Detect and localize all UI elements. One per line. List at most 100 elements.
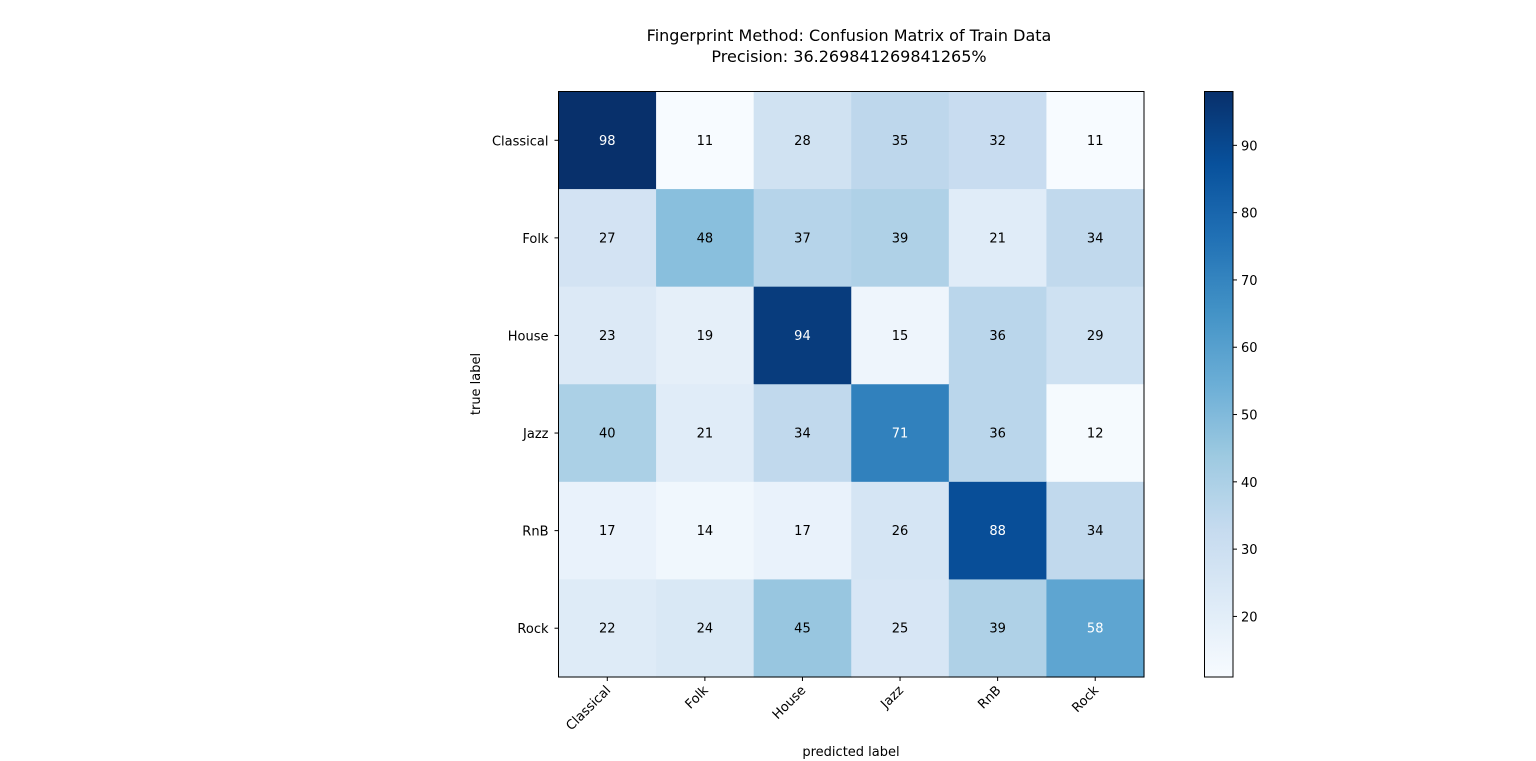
matrix-cell (1046, 384, 1145, 483)
x-tick-label: Folk (683, 683, 712, 712)
colorbar-tick-label: 70 (1241, 274, 1258, 289)
cell-value-label: 34 (794, 427, 811, 442)
cell-value-label: 34 (1087, 524, 1104, 539)
x-tick-label: Classical (564, 683, 615, 734)
cell-value-label: 26 (892, 524, 909, 539)
matrix-cell (1046, 481, 1145, 581)
x-axis-label: predicted label (802, 745, 899, 760)
matrix-cell (753, 481, 852, 581)
matrix-cell (558, 189, 657, 288)
cell-value-label: 24 (697, 622, 714, 637)
matrix-cell (948, 481, 1048, 581)
cell-value-label: 21 (697, 427, 714, 442)
matrix-cell (851, 286, 950, 385)
matrix-cell (948, 384, 1048, 483)
matrix-cell (656, 189, 755, 288)
matrix-cell (753, 91, 852, 190)
matrix-cell (948, 579, 1048, 678)
matrix-cell (753, 579, 852, 678)
cell-value-label: 22 (599, 622, 616, 637)
cell-value-label: 37 (794, 231, 811, 246)
matrix-cell (656, 91, 755, 190)
cell-value-label: 88 (989, 524, 1006, 539)
matrix-cell (948, 91, 1048, 190)
cell-value-label: 48 (697, 231, 714, 246)
matrix-cell (558, 384, 657, 483)
colorbar-gradient (1204, 91, 1234, 678)
cell-value-label: 45 (794, 622, 811, 637)
colorbar-tick-label: 40 (1241, 476, 1258, 491)
matrix-cell (656, 286, 755, 385)
cell-value-label: 17 (599, 524, 616, 539)
cell-value-label: 35 (892, 134, 909, 149)
y-tick-label: Jazz (522, 427, 549, 442)
matrix-cell (851, 481, 950, 581)
matrix-cell (558, 481, 657, 581)
y-tick-label: House (508, 329, 549, 344)
cell-value-label: 12 (1087, 427, 1104, 442)
cell-value-label: 21 (989, 231, 1006, 246)
x-tick-label: House (770, 683, 809, 722)
matrix-cell (851, 189, 950, 288)
cell-value-label: 39 (892, 231, 909, 246)
matrix-cell (656, 579, 755, 678)
cell-value-label: 58 (1087, 622, 1104, 637)
cell-value-label: 34 (1087, 231, 1104, 246)
x-tick-label: Jazz (878, 683, 907, 712)
cell-value-label: 39 (989, 622, 1006, 637)
y-tick-label: Folk (522, 232, 549, 247)
cell-value-label: 15 (892, 329, 909, 344)
matrix-cells (558, 91, 1145, 678)
cell-value-label: 32 (989, 134, 1006, 149)
cell-value-label: 98 (599, 134, 616, 149)
colorbar-tick-label: 60 (1241, 341, 1258, 356)
matrix-cell (558, 286, 657, 385)
matrix-cell (851, 384, 950, 483)
cell-value-label: 40 (599, 427, 616, 442)
matrix-cell (656, 481, 755, 581)
matrix-cell (558, 579, 657, 678)
cell-value-label: 94 (794, 329, 811, 344)
x-tick-label: RnB (975, 683, 1004, 712)
cell-value-label: 71 (892, 427, 909, 442)
cell-value-label: 27 (599, 231, 616, 246)
colorbar-tick-label: 30 (1241, 543, 1258, 558)
matrix-cell (753, 286, 852, 385)
cell-value-label: 11 (697, 134, 714, 149)
cell-value-label: 28 (794, 134, 811, 149)
chart-title: Fingerprint Method: Confusion Matrix of … (647, 26, 1052, 45)
matrix-cell (656, 384, 755, 483)
y-tick-label: Classical (492, 134, 549, 149)
cell-value-label: 29 (1087, 329, 1104, 344)
cell-value-label: 14 (697, 524, 714, 539)
y-axis-ticks: Classical Folk House Jazz RnB Rock (492, 134, 559, 637)
cell-value-label: 19 (697, 329, 714, 344)
matrix-cell (1046, 189, 1145, 288)
plot-frame (558, 91, 1145, 678)
matrix-cell (851, 579, 950, 678)
colorbar-tick-label: 80 (1241, 207, 1258, 222)
x-axis-ticks: Classical Folk House Jazz RnB Rock (564, 677, 1102, 734)
matrix-cell (1046, 286, 1145, 385)
cell-value-label: 25 (892, 622, 909, 637)
cell-value-label: 23 (599, 329, 616, 344)
colorbar-tick-label: 20 (1241, 610, 1258, 625)
matrix-cell (753, 384, 852, 483)
x-tick-label: Rock (1069, 683, 1102, 716)
y-tick-label: RnB (522, 525, 548, 540)
matrix-cell (558, 91, 657, 190)
chart-subtitle: Precision: 36.269841269841265% (711, 47, 986, 66)
y-tick-label: Rock (517, 622, 549, 637)
y-axis-label: true label (469, 353, 484, 415)
matrix-cell (1046, 91, 1145, 190)
matrix-value-labels: 98 11 28 35 32 11 27 48 37 39 21 34 23 19 94 15 36 29 40 21… (599, 134, 1103, 637)
matrix-cell (851, 91, 950, 190)
cell-value-label: 17 (794, 524, 811, 539)
colorbar-tick-label: 90 (1241, 139, 1258, 154)
matrix-cell (948, 189, 1048, 288)
cell-value-label: 11 (1087, 134, 1104, 149)
matrix-cell (1046, 579, 1145, 678)
matrix-cell (753, 189, 852, 288)
cell-value-label: 36 (989, 329, 1006, 344)
